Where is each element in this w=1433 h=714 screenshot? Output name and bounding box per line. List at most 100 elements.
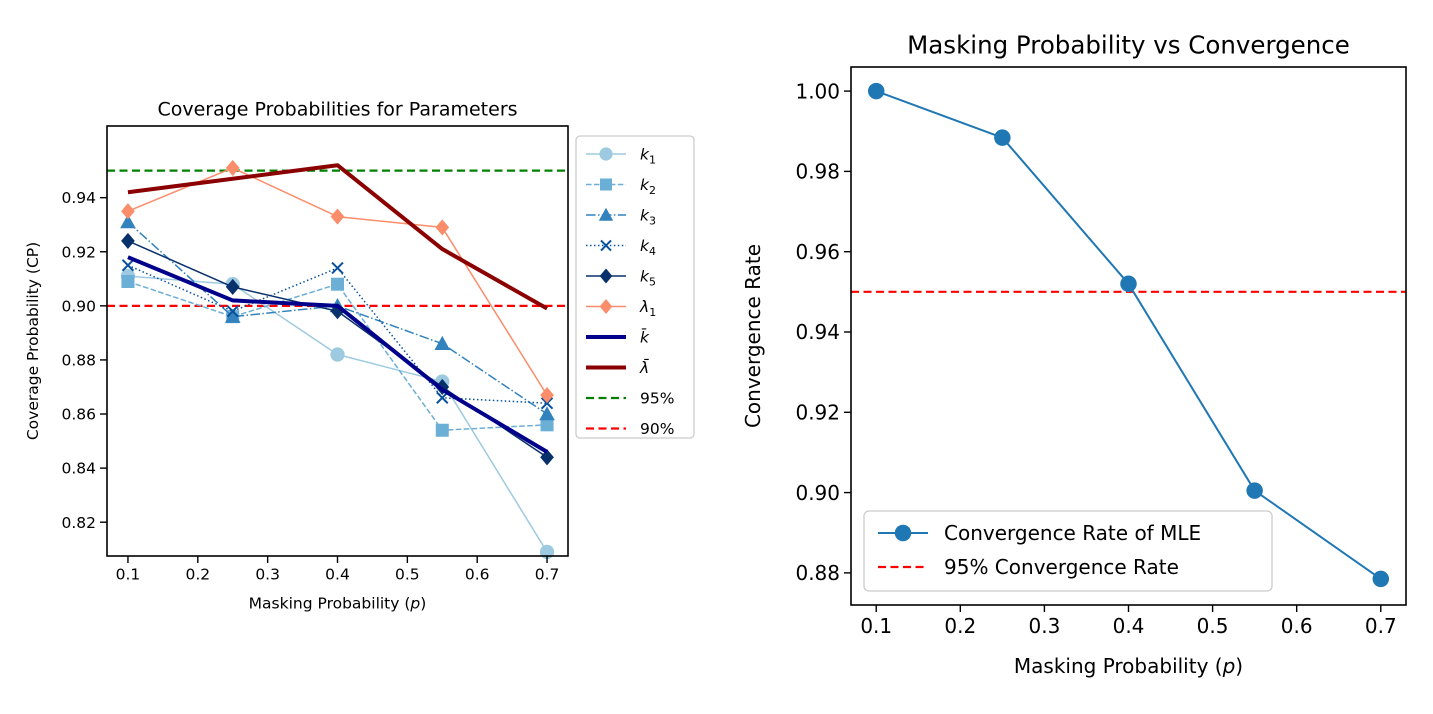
coverage-probability-chart: 0.1 0.2 0.3 0.4 0.5 0.6 0.7 0.82 0.84 0.86 0.88 0.9…: [24, 99, 695, 613]
legend-label-symbol: λ: [639, 298, 649, 316]
x-tick-label: 0.5: [395, 565, 420, 583]
data-point: [331, 277, 344, 291]
legend-label-symbol: k: [640, 176, 650, 194]
legend-marker: [598, 207, 614, 221]
chart-title: Coverage Probabilities for Parameters: [157, 99, 517, 121]
x-axis-label-prefix: Masking Probability (: [1014, 654, 1223, 678]
y-tick-label: 0.92: [61, 243, 96, 261]
data-point: [540, 387, 554, 404]
legend-label-symbol: k: [640, 268, 650, 286]
series-line: [875, 90, 1382, 580]
x-tick-label: 0.6: [465, 565, 490, 583]
legend-label: k2: [640, 176, 656, 197]
legend-marker: [600, 239, 612, 252]
legend-label: 95% Convergence Rate: [944, 555, 1179, 579]
x-tick-label: 0.3: [255, 565, 280, 583]
legend-marker: [599, 147, 613, 161]
x-axis-label-suffix: ): [420, 595, 426, 613]
x-tick-label: 0.2: [944, 614, 976, 638]
y-axis-label: Coverage Probability (CP): [24, 242, 42, 440]
data-point: [540, 449, 554, 466]
y-tick-label: 0.82: [61, 514, 96, 532]
data-point: [225, 159, 240, 176]
y-tick-label: 0.90: [61, 297, 96, 315]
y-axis-label: Convergence Rate: [741, 244, 765, 428]
legend-label: λ1: [639, 298, 656, 319]
x-axis-label: Masking Probability (p): [1014, 654, 1243, 678]
y-tick-label: 0.98: [795, 160, 840, 184]
y-tick-label: 0.94: [61, 189, 96, 207]
data-point: [330, 208, 345, 225]
x-tick-label: 0.4: [325, 565, 350, 583]
legend-label: k4: [640, 237, 656, 258]
y-tick-label: 0.90: [795, 481, 840, 505]
legend-box: [575, 135, 695, 439]
legend-label: 95%: [640, 390, 674, 408]
x-axis-label: Masking Probability (p): [249, 595, 427, 613]
legend-marker: [599, 299, 613, 314]
x-axis-label-variable: p: [409, 595, 420, 613]
legend-label: k1: [640, 146, 656, 167]
x-tick-label: 0.1: [860, 614, 892, 638]
y-tick-label: 0.84: [61, 460, 96, 478]
data-point: [226, 305, 239, 318]
convergence-rate-chart: 0.1 0.2 0.3 0.4 0.5 0.6 0.7 0.88 0.90 0.92 0.94 0.9…: [741, 31, 1407, 678]
legend-label-subscript: 4: [649, 245, 656, 258]
legend-label-symbol: k: [640, 207, 650, 225]
legend-label: Convergence Rate of MLE: [944, 521, 1201, 545]
data-point: [540, 397, 554, 410]
x-tick-label: 0.6: [1281, 614, 1313, 638]
data-point: [1120, 275, 1137, 293]
y-tick-label: 1.00: [795, 79, 840, 103]
data-point: [121, 232, 135, 249]
legend-label-symbol: k̄: [640, 328, 650, 347]
data-point: [1246, 482, 1263, 499]
data-point: [121, 259, 135, 272]
x-tick-label: 0.7: [1365, 614, 1397, 638]
x-tick-label: 0.4: [1113, 614, 1145, 638]
x-axis-label-prefix: Masking Probability (: [249, 595, 411, 613]
x-axis-label-suffix: ): [1235, 654, 1243, 678]
x-tick-label: 0.1: [116, 565, 141, 583]
legend-label-subscript: 1: [649, 154, 656, 167]
y-tick-label: 0.88: [61, 352, 96, 370]
legend-label-symbol: k: [640, 146, 650, 164]
series-line: [127, 163, 549, 311]
legend-box: [863, 510, 1273, 592]
data-point: [331, 261, 344, 275]
y-tick-label: 0.94: [795, 320, 840, 344]
chart-title: Masking Probability vs Convergence: [907, 31, 1350, 60]
data-point: [121, 203, 135, 220]
legend-label-subscript: 2: [649, 184, 656, 197]
legend-marker: [894, 524, 912, 542]
x-tick-label: 0.2: [185, 565, 210, 583]
y-tick-label: 0.92: [795, 400, 840, 424]
data-point: [120, 214, 136, 229]
legend-label-subscript: 1: [649, 306, 656, 319]
legend-label: k̄: [640, 328, 650, 347]
x-tick-label: 0.7: [535, 565, 560, 583]
data-point: [539, 406, 555, 421]
data-point: [330, 303, 345, 320]
data-point: [435, 423, 449, 437]
legend-label: λ̄: [639, 358, 649, 377]
legend-marker: [600, 178, 612, 191]
data-point: [994, 129, 1011, 146]
data-point: [121, 275, 135, 289]
series-line: [127, 255, 549, 454]
legend-label-symbol: λ̄: [639, 358, 649, 377]
data-point: [225, 278, 240, 295]
x-tick-label: 0.5: [1197, 614, 1229, 638]
data-point: [540, 418, 554, 432]
data-point: [435, 219, 450, 236]
legend-marker: [599, 268, 613, 284]
data-point: [434, 335, 451, 350]
y-tick-label: 0.86: [61, 406, 96, 424]
legend-label: k3: [640, 207, 656, 228]
data-point: [224, 308, 241, 323]
legend-label-subscript: 5: [649, 276, 656, 289]
legend-label: k5: [640, 268, 656, 289]
x-tick-label: 0.3: [1029, 614, 1061, 638]
